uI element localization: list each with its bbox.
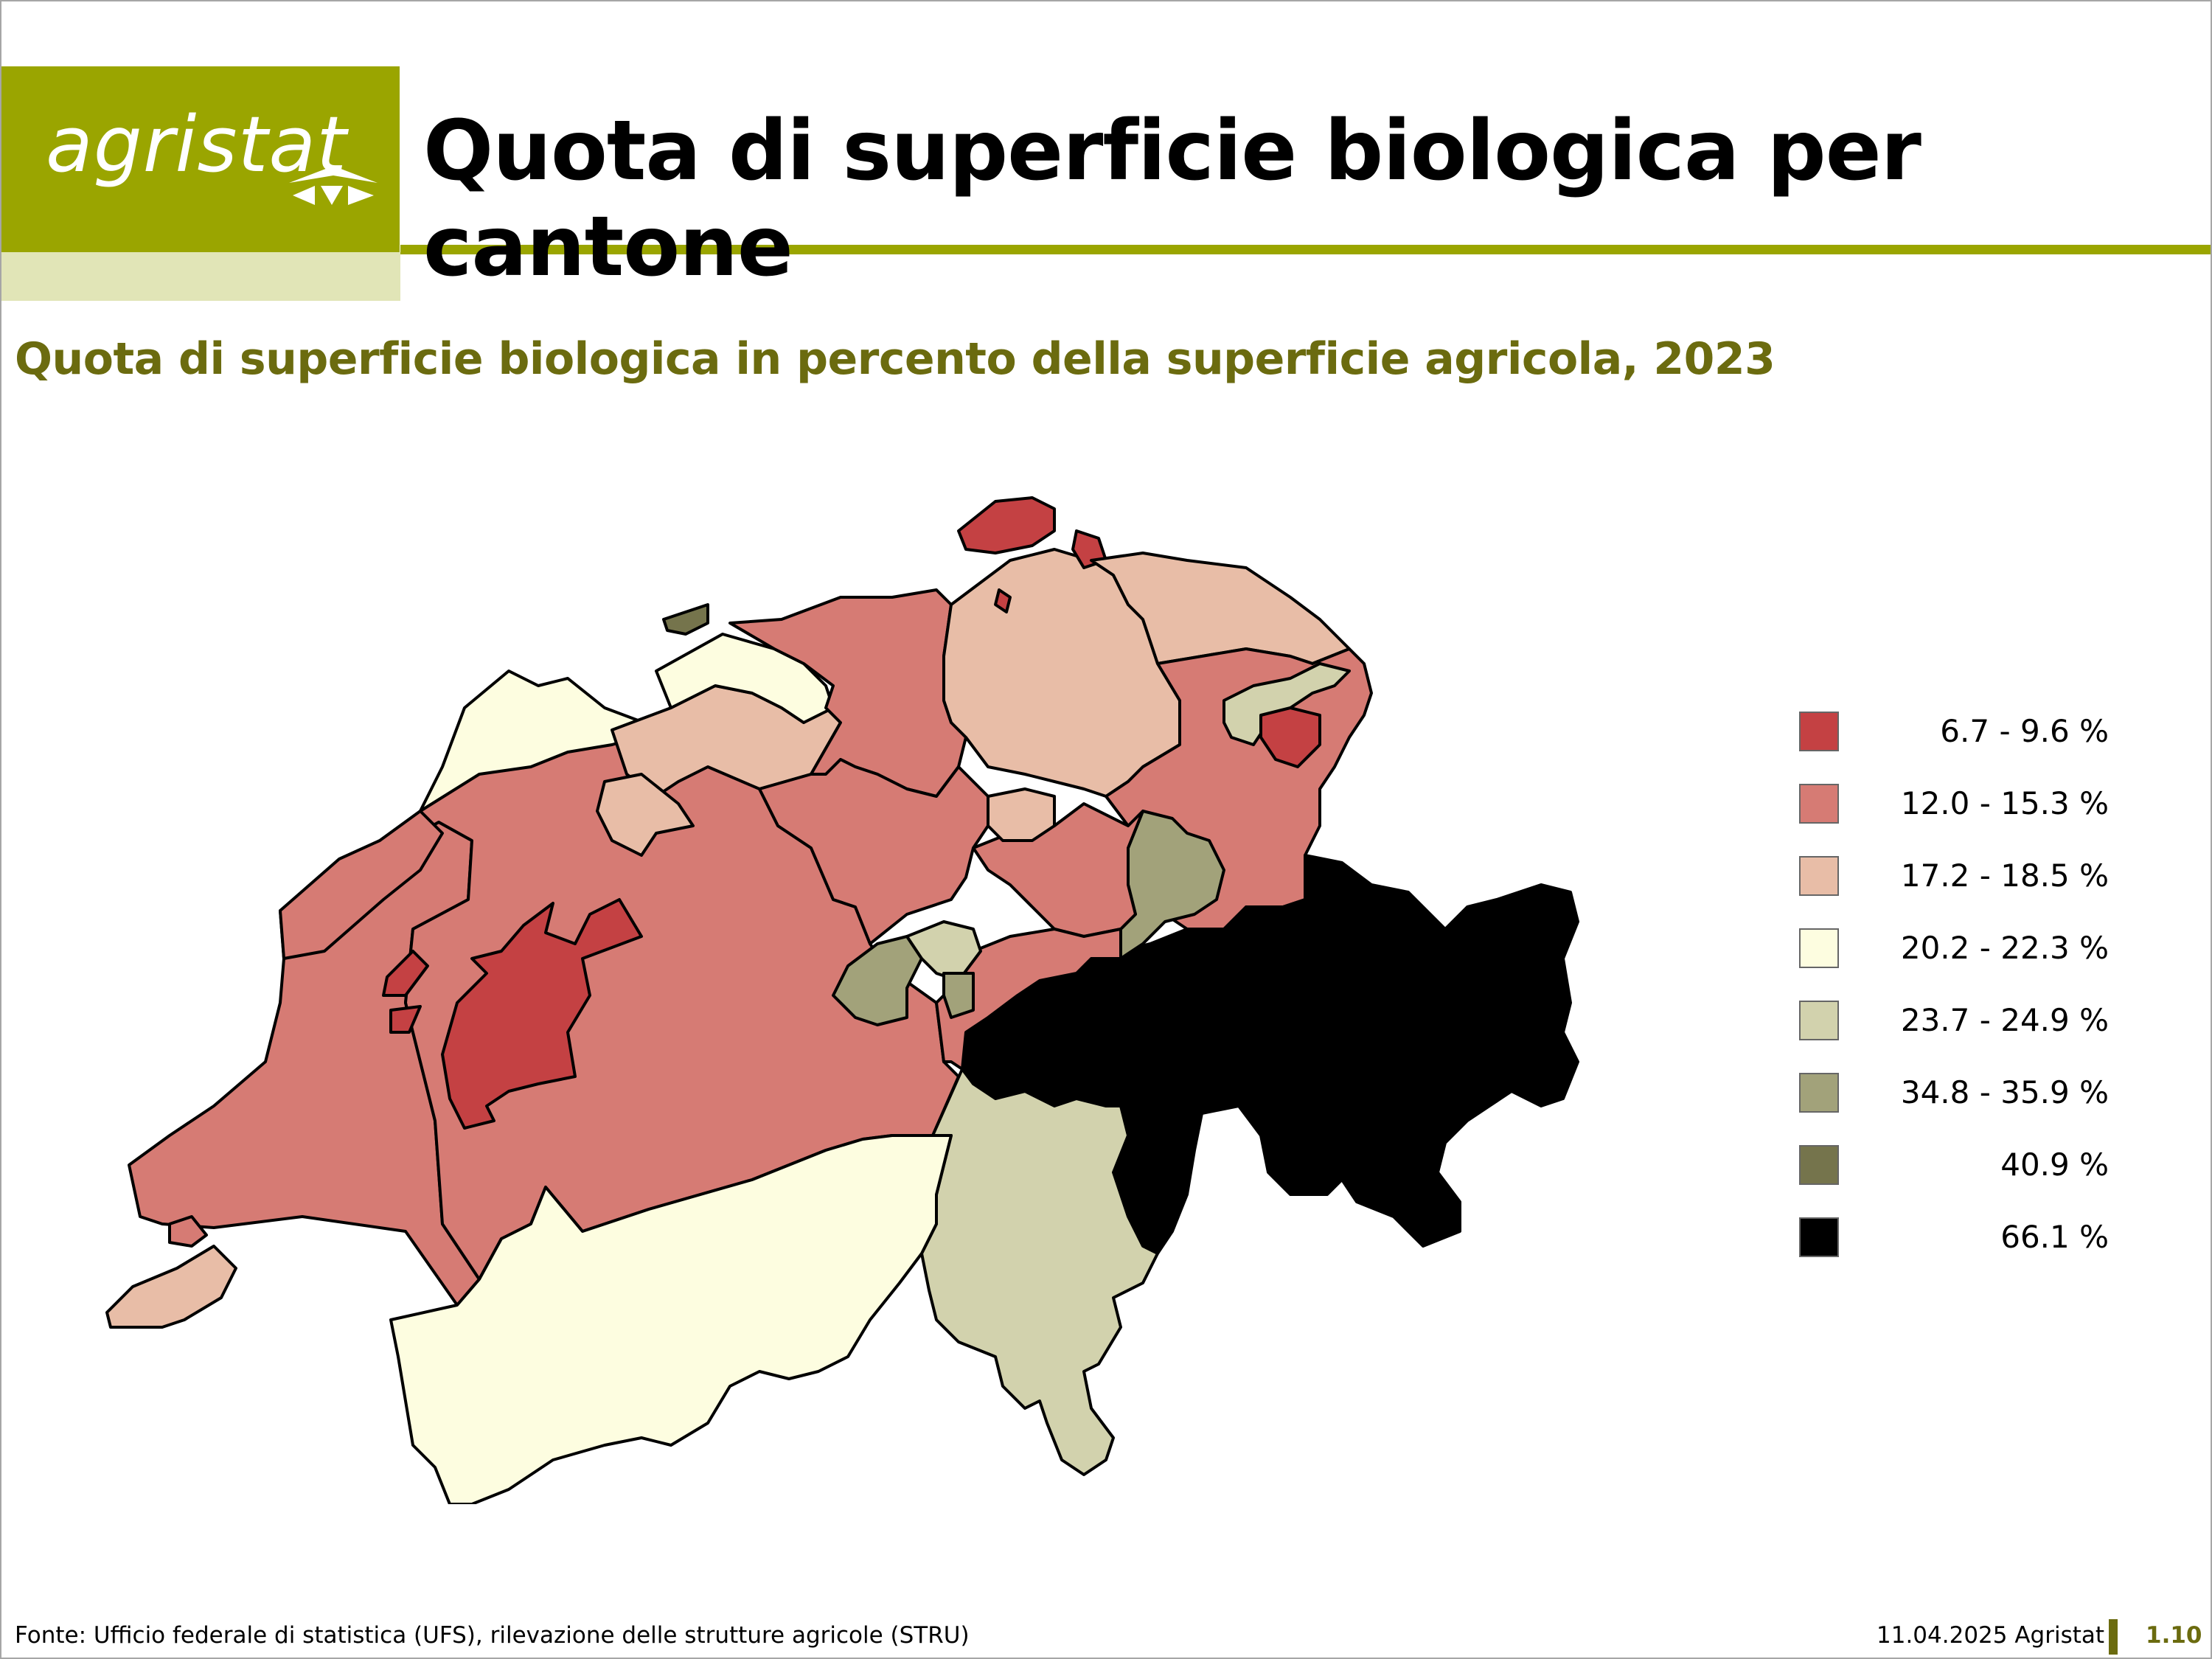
- legend-item: 17.2 - 18.5 %: [1799, 856, 2109, 928]
- footer-divider: [2109, 1619, 2118, 1655]
- legend-swatch: [1799, 928, 1839, 968]
- canton-ticino: [920, 1068, 1159, 1476]
- legend-label: 23.7 - 24.9 %: [1900, 1002, 2109, 1038]
- canton-appenzell-ir: [1259, 706, 1321, 768]
- page-title: Quota di superficie biologica per canton…: [423, 103, 1921, 295]
- legend-swatch: [1799, 856, 1839, 896]
- canton-nidwalden: [905, 920, 982, 982]
- footer-date: 11.04.2025 Agristat: [1877, 1622, 2105, 1649]
- canton-valais: [389, 1134, 953, 1504]
- legend-item: 12.0 - 15.3 %: [1799, 784, 2109, 856]
- legend-item: 40.9 %: [1799, 1145, 2109, 1217]
- map-subtitle: Quota di superficie biologica in percent…: [15, 333, 1775, 385]
- page-number: 1.10: [2146, 1622, 2202, 1649]
- canton-fribourg-enclave-2: [389, 1005, 422, 1034]
- logo-triangles-icon: [289, 166, 378, 205]
- canton-lucerne: [758, 758, 990, 945]
- legend-label: 6.7 - 9.6 %: [1940, 713, 2109, 749]
- canton-neuchatel: [279, 810, 444, 960]
- legend-item: 66.1 %: [1799, 1217, 2109, 1290]
- logo-text: agristat: [46, 100, 347, 189]
- switzerland-canton-map: [105, 496, 1579, 1504]
- legend-swatch: [1799, 1217, 1839, 1257]
- legend-label: 17.2 - 18.5 %: [1900, 858, 2109, 894]
- legend-label: 20.2 - 22.3 %: [1900, 930, 2109, 966]
- legend-item: 23.7 - 24.9 %: [1799, 1001, 2109, 1073]
- canton-obwalden: [832, 935, 923, 1026]
- legend-item: 6.7 - 9.6 %: [1799, 712, 2109, 784]
- canton-uri: [935, 928, 1122, 1071]
- source-note: Fonte: Ufficio federale di statistica (U…: [15, 1622, 970, 1649]
- agristat-logo: agristat: [1, 66, 400, 252]
- legend-swatch: [1799, 784, 1839, 824]
- canton-schaffhausen: [957, 496, 1056, 554]
- canton-jura: [419, 669, 665, 813]
- map-legend: 6.7 - 9.6 % 12.0 - 15.3 % 17.2 - 18.5 % …: [1799, 712, 2109, 1290]
- canton-nidwalden-part: [942, 972, 975, 1019]
- legend-label: 12.0 - 15.3 %: [1900, 785, 2109, 821]
- title-rule: [400, 245, 2211, 254]
- canton-schaffhausen-enclave: [994, 588, 1012, 613]
- legend-swatch: [1799, 1001, 1839, 1040]
- legend-label: 40.9 %: [2000, 1147, 2109, 1183]
- canton-zug: [987, 787, 1056, 842]
- canton-fribourg-enclave: [382, 950, 429, 997]
- canton-fribourg: [441, 898, 643, 1130]
- legend-item: 20.2 - 22.3 %: [1799, 928, 2109, 1001]
- canton-geneva-part: [168, 1215, 208, 1248]
- legend-label: 34.8 - 35.9 %: [1900, 1074, 2109, 1110]
- canton-geneva: [105, 1245, 237, 1329]
- canton-basel-stadt: [662, 603, 709, 636]
- legend-label: 66.1 %: [2000, 1219, 2109, 1255]
- legend-swatch: [1799, 712, 1839, 751]
- legend-swatch: [1799, 1145, 1839, 1185]
- canton-appenzell-ar: [1222, 662, 1351, 746]
- logo-underlay: [1, 252, 400, 301]
- canton-solothurn-part: [596, 773, 695, 857]
- legend-swatch: [1799, 1073, 1839, 1113]
- legend-item: 34.8 - 35.9 %: [1799, 1073, 2109, 1145]
